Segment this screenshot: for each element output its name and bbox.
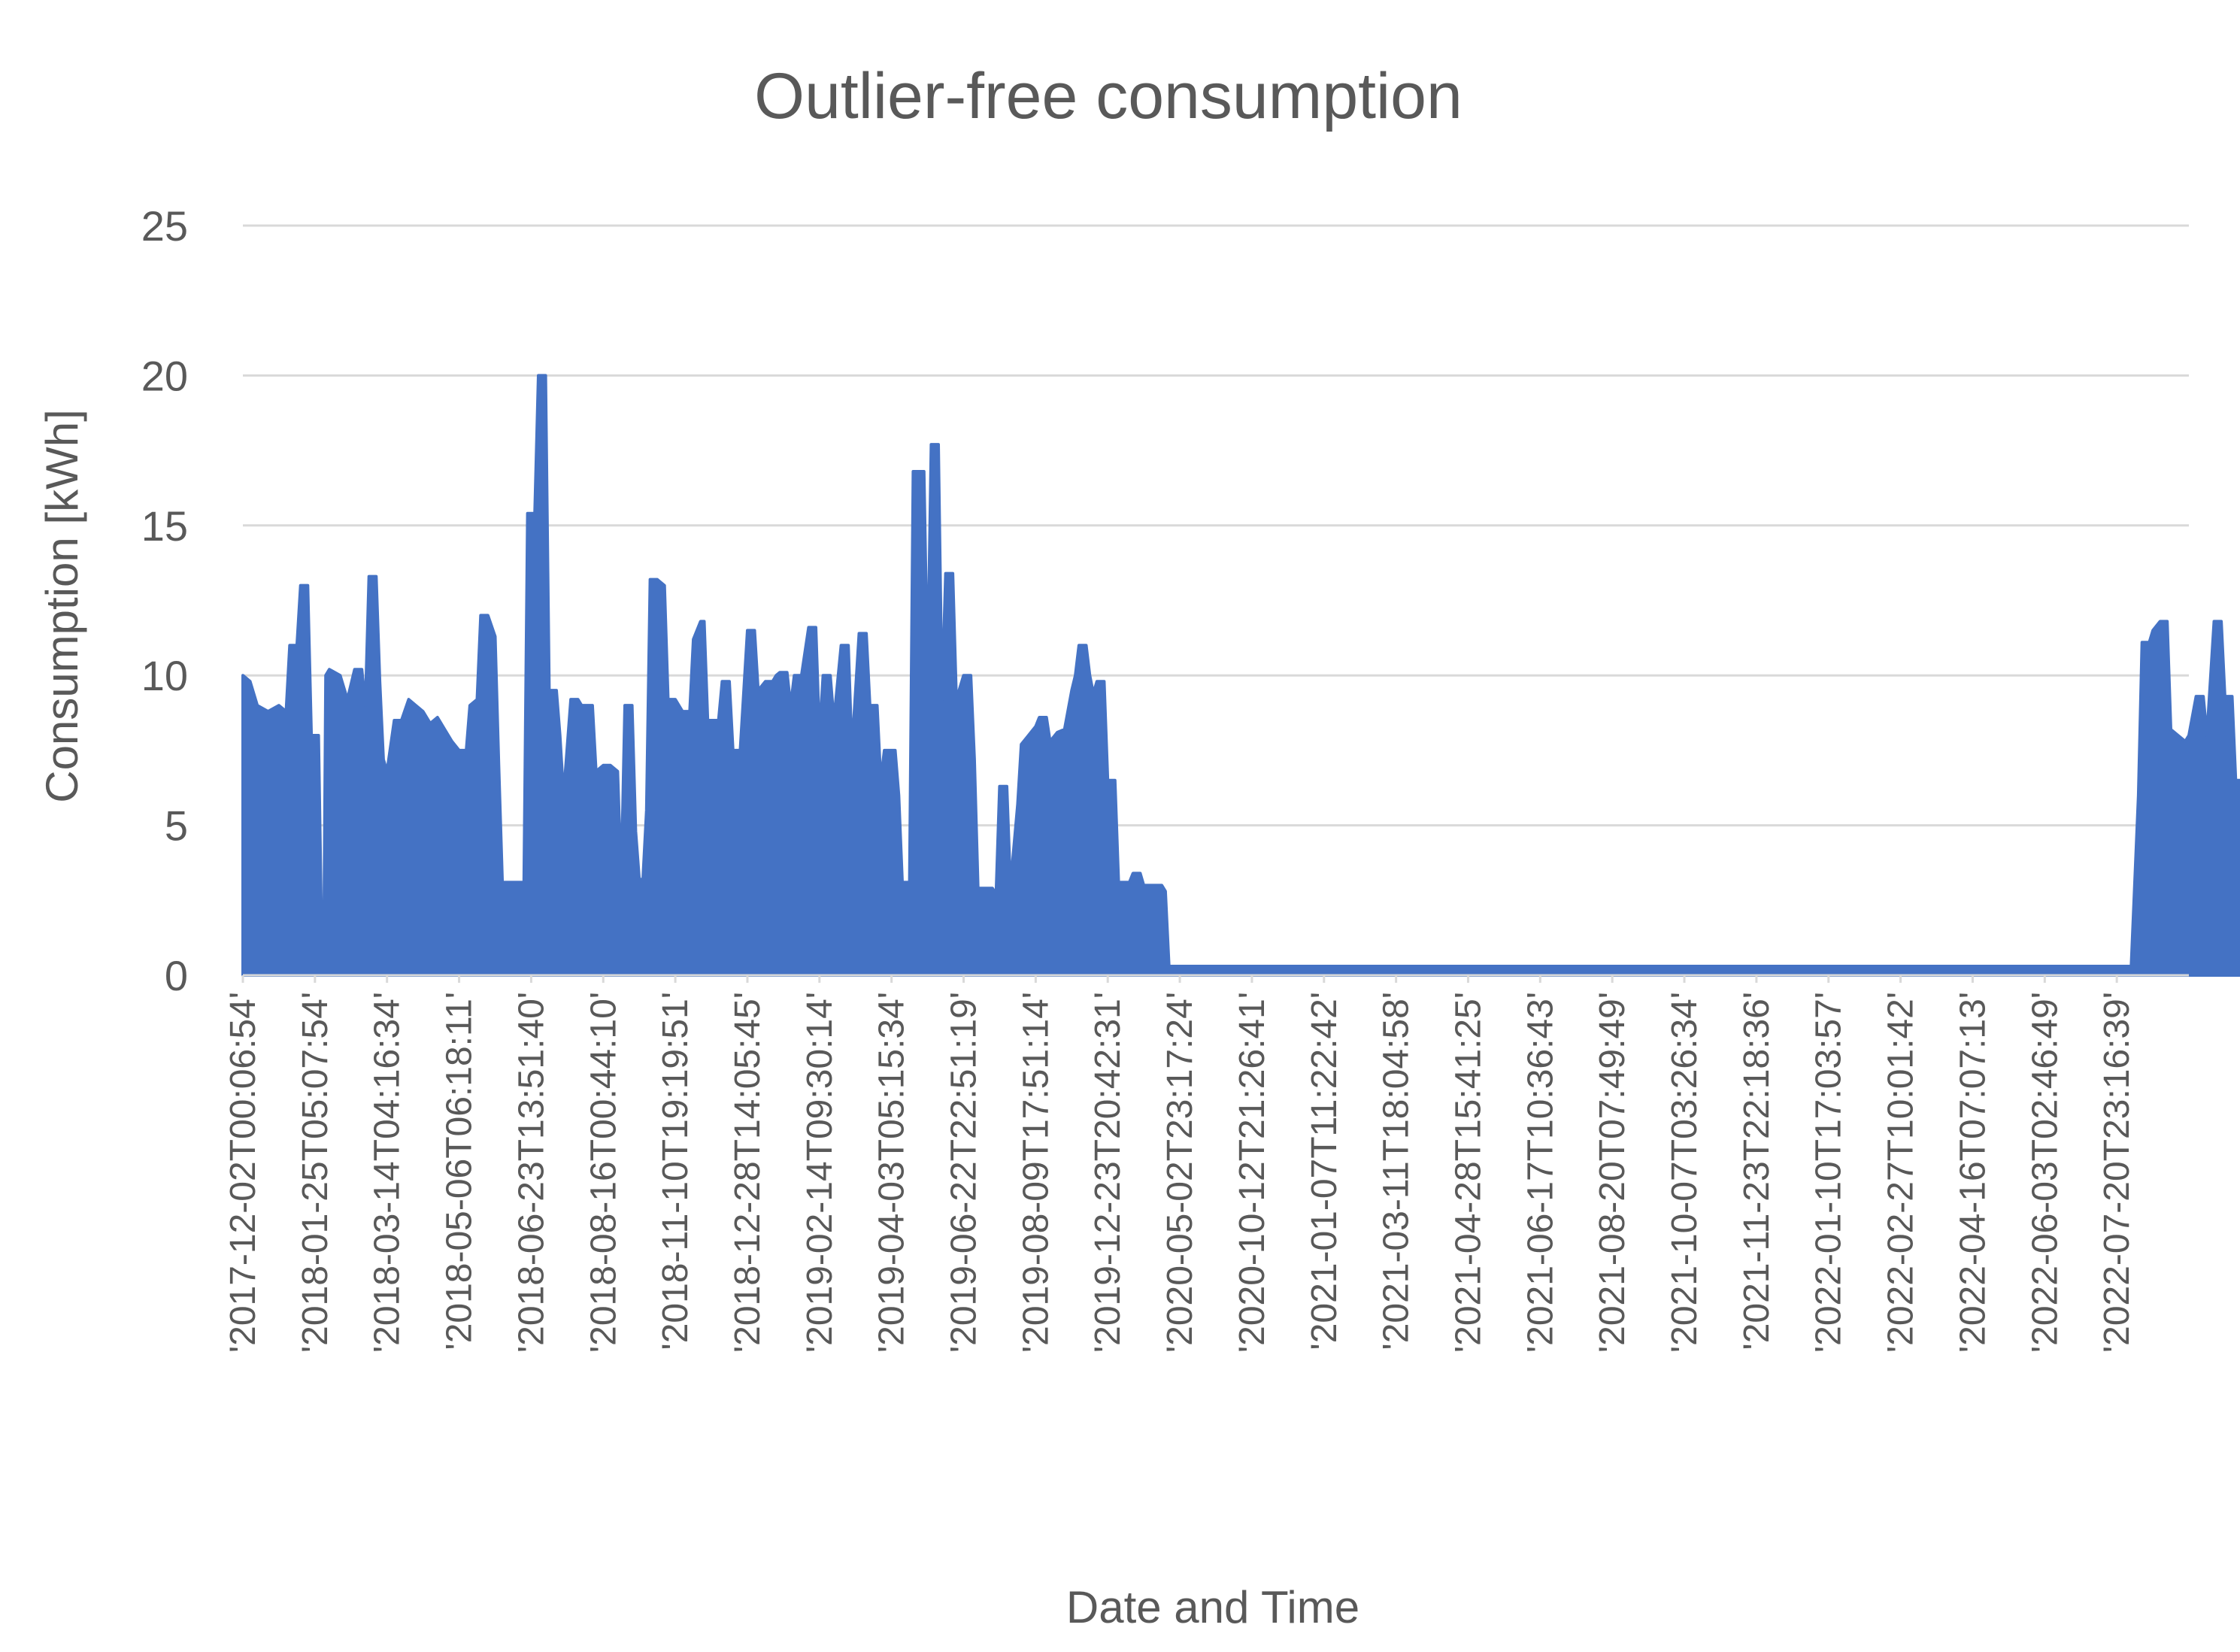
x-tick-label: '2019-06-22T22:51:19'	[944, 992, 984, 1353]
chart-title: Outlier-free consumption	[754, 60, 1463, 132]
y-tick-label: 15	[141, 502, 188, 550]
x-tick-label: '2017-12-02T00:06:54'	[223, 992, 263, 1353]
x-tick-label: '2019-12-23T20:42:31'	[1088, 992, 1128, 1353]
x-tick-label: '2018-08-16T00:44:10'	[583, 992, 623, 1353]
x-tick-label: '2021-11-23T22:18:36'	[1737, 992, 1777, 1350]
x-tick-label: '2018-01-25T05:07:54'	[296, 992, 335, 1353]
gridlines	[243, 224, 2189, 827]
x-tick-label: '2019-04-03T05:15:34'	[872, 992, 912, 1353]
x-tick-label: '2020-05-02T23:17:24'	[1160, 992, 1200, 1353]
y-tick-label: 10	[141, 652, 188, 699]
y-tick-label: 20	[141, 352, 188, 399]
x-tick-label: '2021-04-28T15:41:25'	[1449, 992, 1489, 1353]
x-tick-label: '2021-01-07T11:22:42'	[1305, 992, 1344, 1350]
y-tick-label: 0	[165, 952, 188, 999]
x-tick-label: '2020-10-12T21:26:41'	[1232, 992, 1272, 1353]
x-tick-label: '2022-06-03T02:46:49'	[2025, 992, 2065, 1353]
x-tick-label: '2022-01-10T17:03:57'	[1809, 992, 1849, 1353]
x-tick-label: '2019-02-14T09:30:14'	[800, 992, 840, 1353]
x-tick-label: '2019-08-09T17:51:14'	[1016, 992, 1056, 1353]
y-tick-label: 5	[165, 802, 188, 850]
y-tick-label: 25	[141, 202, 188, 250]
y-axis-ticks: 0 5 10 15 20 25	[141, 202, 188, 999]
x-tick-label: '2018-03-14T04:16:34'	[368, 992, 408, 1353]
x-tick-label: '2018-05-06T06:18:11'	[440, 992, 480, 1350]
x-tick-label: '2021-06-17T10:36:43'	[1520, 992, 1560, 1353]
x-tick-label: '2018-11-10T19:19:51'	[656, 992, 696, 1350]
x-tick-label: '2021-08-20T07:49:49'	[1593, 992, 1632, 1353]
x-tick-label: '2018-12-28T14:05:45'	[728, 992, 768, 1353]
y-axis-title: Consumption [kWh]	[37, 409, 87, 803]
series-area	[241, 374, 2240, 977]
x-axis-title: Date and Time	[1066, 1582, 1359, 1632]
x-tick-label: '2018-06-23T13:51:40'	[511, 992, 551, 1353]
x-axis-ticks: '2017-12-02T00:06:54' '2018-01-25T05:07:5…	[223, 975, 2137, 1353]
x-tick-label: '2021-10-07T03:26:34'	[1665, 992, 1705, 1353]
series-0-area	[241, 374, 2240, 977]
x-tick-label: '2022-04-16T07:07:13'	[1953, 992, 1993, 1353]
x-tick-label: '2021-03-11T18:04:58'	[1377, 992, 1417, 1350]
x-tick-label: '2022-07-20T23:16:39'	[2097, 992, 2137, 1353]
x-tick-label: '2022-02-27T10:01:42'	[1881, 992, 1921, 1353]
